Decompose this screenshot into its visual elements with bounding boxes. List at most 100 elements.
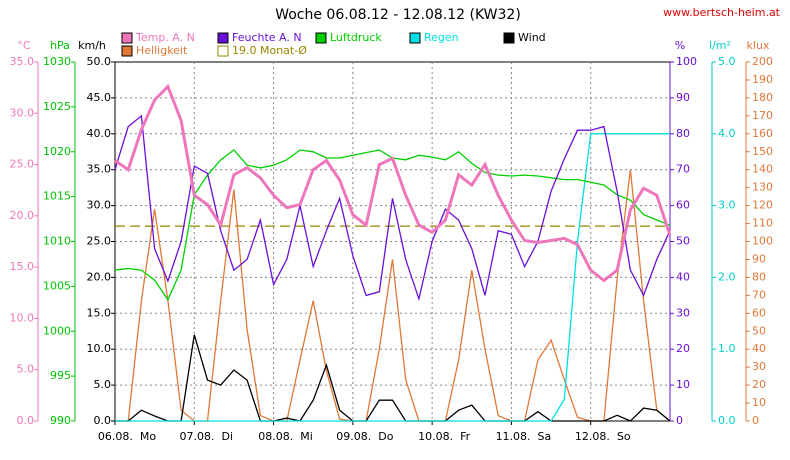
y-tick-label: 0 bbox=[676, 414, 683, 427]
legend-swatch bbox=[217, 45, 229, 57]
legend-swatch bbox=[315, 32, 327, 44]
legend-swatch bbox=[503, 32, 515, 44]
y-tick-label: 140 bbox=[752, 163, 773, 176]
y-tick-label: 130 bbox=[752, 181, 773, 194]
y-tick-label: 1.0 bbox=[718, 342, 736, 355]
y-tick-label: 3.0 bbox=[718, 199, 736, 212]
y-tick-label: 70 bbox=[676, 163, 690, 176]
x-tick-label: 10.08. Fr bbox=[418, 430, 471, 443]
y-tick-label: 25.0 bbox=[10, 158, 35, 171]
axis-unit: klux bbox=[747, 39, 770, 52]
y-tick-label: 25.0 bbox=[87, 235, 112, 248]
axis-unit: km/h bbox=[78, 39, 106, 52]
y-tick-label: 5.0 bbox=[94, 378, 112, 391]
y-tick-label: 160 bbox=[752, 127, 773, 140]
y-tick-label: 10.0 bbox=[10, 311, 35, 324]
legend-swatch bbox=[217, 32, 229, 44]
legend-label: Wind bbox=[518, 31, 546, 44]
y-tick-label: 20.0 bbox=[87, 270, 112, 283]
y-tick-label: 15.0 bbox=[10, 260, 35, 273]
y-tick-label: 90 bbox=[752, 252, 766, 265]
y-tick-label: 10.0 bbox=[87, 342, 112, 355]
y-tick-label: 5.0 bbox=[17, 363, 35, 376]
y-tick-label: 120 bbox=[752, 199, 773, 212]
y-tick-label: 4.0 bbox=[718, 127, 736, 140]
axis-unit: °C bbox=[17, 39, 31, 52]
y-tick-label: 170 bbox=[752, 109, 773, 122]
y-tick-label: 20 bbox=[752, 378, 766, 391]
series-line bbox=[115, 133, 670, 422]
x-tick-label: 12.08. So bbox=[575, 430, 631, 443]
y-tick-label: 1015 bbox=[43, 190, 71, 203]
series-line bbox=[114, 83, 672, 283]
y-tick-label: 10 bbox=[676, 378, 690, 391]
legend-label: Temp. A. N bbox=[135, 31, 195, 44]
y-tick-label: 40 bbox=[752, 342, 766, 355]
y-tick-label: 80 bbox=[752, 270, 766, 283]
y-tick-label: 50 bbox=[752, 324, 766, 337]
axis-unit: l/m² bbox=[709, 39, 731, 52]
y-tick-label: 30.0 bbox=[87, 199, 112, 212]
y-tick-label: 2.0 bbox=[718, 270, 736, 283]
y-tick-label: 35.0 bbox=[87, 163, 112, 176]
y-tick-label: 0.0 bbox=[17, 414, 35, 427]
x-tick-label: 09.08. Do bbox=[336, 430, 393, 443]
y-tick-label: 40.0 bbox=[87, 127, 112, 140]
y-tick-label: 995 bbox=[50, 369, 71, 382]
x-tick-label: 07.08. Di bbox=[180, 430, 234, 443]
y-tick-label: 20 bbox=[676, 342, 690, 355]
chart-title: Woche 06.08.12 - 12.08.12 (KW32) bbox=[275, 7, 521, 23]
series-line bbox=[115, 334, 671, 422]
y-tick-label: 15.0 bbox=[87, 306, 112, 319]
source: www.bertsch-heim.at bbox=[663, 6, 781, 19]
legend-label: Regen bbox=[424, 31, 459, 44]
y-tick-label: 30 bbox=[752, 360, 766, 373]
y-tick-label: 45.0 bbox=[87, 91, 112, 104]
y-tick-label: 10 bbox=[752, 396, 766, 409]
series-line bbox=[114, 114, 671, 302]
x-tick-label: 08.08. Mi bbox=[258, 430, 313, 443]
legend-label: Helligkeit bbox=[136, 44, 188, 57]
y-tick-label: 50 bbox=[676, 235, 690, 248]
legend-swatch bbox=[409, 32, 421, 44]
y-tick-label: 200 bbox=[752, 55, 773, 68]
legend-swatch bbox=[121, 32, 133, 44]
y-tick-label: 0.0 bbox=[94, 414, 112, 427]
y-tick-label: 1000 bbox=[43, 324, 71, 337]
y-tick-label: 35.0 bbox=[10, 55, 35, 68]
y-tick-label: 190 bbox=[752, 73, 773, 86]
y-tick-label: 150 bbox=[752, 145, 773, 158]
y-tick-label: 60 bbox=[676, 199, 690, 212]
y-tick-label: 80 bbox=[676, 127, 690, 140]
y-tick-label: 100 bbox=[676, 55, 697, 68]
x-tick-label: 11.08. Sa bbox=[496, 430, 552, 443]
y-tick-label: 1010 bbox=[43, 235, 71, 248]
y-tick-label: 5.0 bbox=[718, 55, 736, 68]
y-tick-label: 30 bbox=[676, 306, 690, 319]
legend-label: Feuchte A. N bbox=[232, 31, 302, 44]
y-tick-label: 30.0 bbox=[10, 106, 35, 119]
y-tick-label: 1025 bbox=[43, 100, 71, 113]
series-line bbox=[115, 169, 671, 422]
y-tick-label: 1030 bbox=[43, 55, 71, 68]
x-tick-label: 06.08. Mo bbox=[98, 430, 156, 443]
axis-unit: hPa bbox=[50, 39, 70, 52]
y-tick-label: 1020 bbox=[43, 145, 71, 158]
legend-swatch bbox=[121, 45, 133, 57]
y-tick-label: 20.0 bbox=[10, 209, 35, 222]
legend-label: 19.0 Monat-Ø bbox=[232, 44, 307, 57]
y-tick-label: 100 bbox=[752, 235, 773, 248]
y-tick-label: 70 bbox=[752, 288, 766, 301]
y-tick-label: 40 bbox=[676, 270, 690, 283]
y-tick-label: 180 bbox=[752, 91, 773, 104]
axis-unit: % bbox=[675, 39, 685, 52]
y-tick-label: 50.0 bbox=[87, 55, 112, 68]
y-tick-label: 0 bbox=[752, 414, 759, 427]
legend-label: Luftdruck bbox=[330, 31, 382, 44]
y-tick-label: 110 bbox=[752, 217, 773, 230]
y-tick-label: 0.0 bbox=[718, 414, 736, 427]
y-tick-label: 1005 bbox=[43, 279, 71, 292]
y-tick-label: 60 bbox=[752, 306, 766, 319]
